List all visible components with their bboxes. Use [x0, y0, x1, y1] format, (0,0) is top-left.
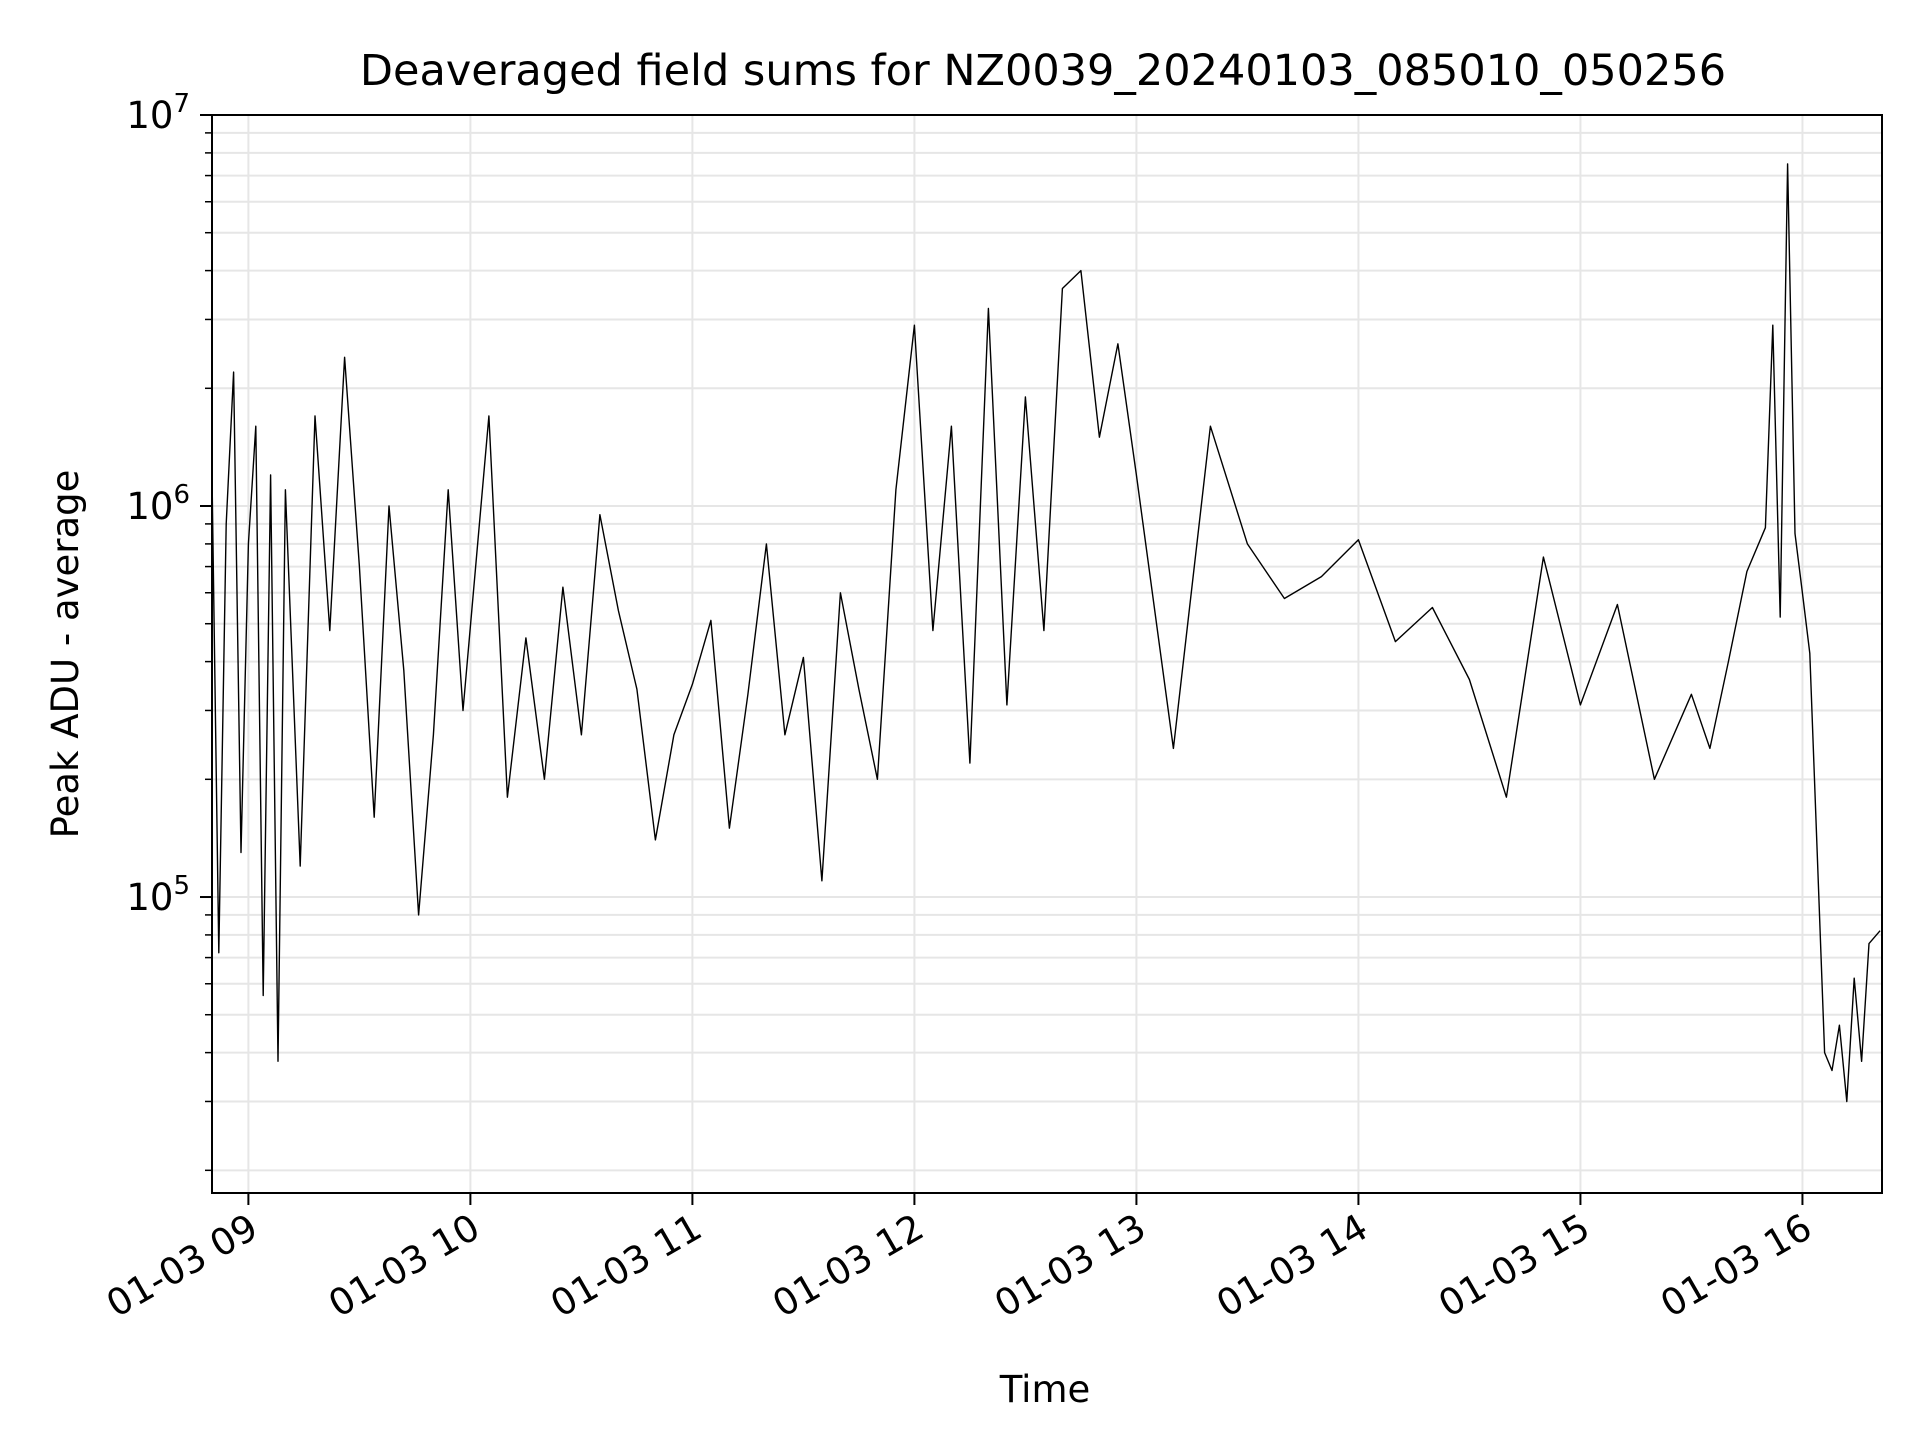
data-series	[211, 163, 1881, 1103]
y-axis-ticks: 105 106 107	[126, 89, 212, 1172]
chart-title: Deaveraged field sums for NZ0039_2024010…	[360, 46, 1726, 96]
x-axis-label: Time	[999, 1368, 1091, 1411]
plot-frame	[211, 114, 1883, 1194]
y-tick-label: 105	[126, 871, 190, 919]
series-line	[211, 163, 1881, 1103]
y-tick-label: 107	[126, 89, 190, 137]
y-axis-label: Peak ADU - average	[44, 470, 87, 839]
y-tick-label: 106	[126, 480, 190, 528]
